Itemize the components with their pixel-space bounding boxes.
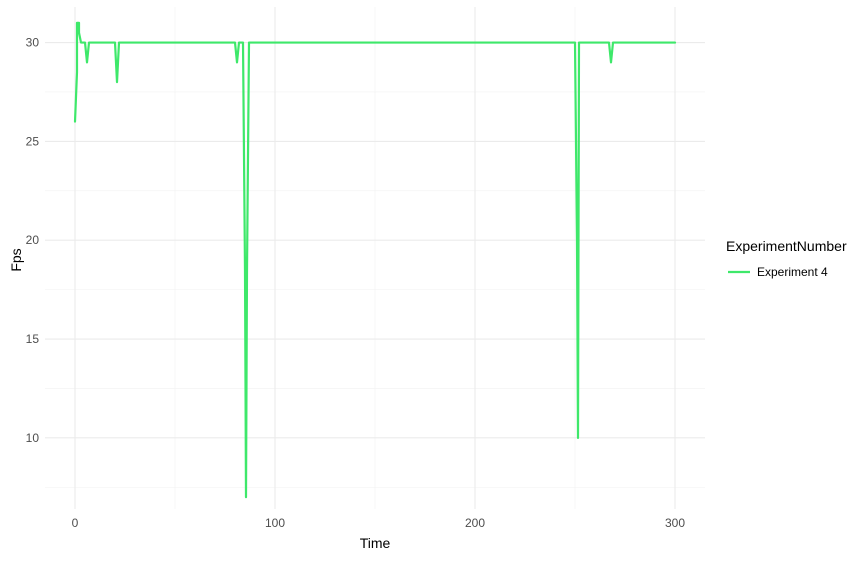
legend: ExperimentNumber Experiment 4 <box>726 238 847 279</box>
y-tick-label: 30 <box>26 36 40 50</box>
x-tick-label: 300 <box>665 516 685 530</box>
x-tick-label: 100 <box>265 516 285 530</box>
y-tick-label: 20 <box>26 233 40 247</box>
y-axis-tick-labels: 10 15 20 25 30 <box>26 36 40 445</box>
y-axis-title: Fps <box>8 248 24 271</box>
series-line-1 <box>73 21 677 499</box>
legend-title: ExperimentNumber <box>726 238 847 254</box>
x-axis-title: Time <box>360 535 391 551</box>
minor-gridlines <box>45 7 705 509</box>
x-tick-label: 0 <box>72 516 79 530</box>
y-tick-label: 15 <box>26 332 40 346</box>
legend-label: Experiment 4 <box>757 265 828 279</box>
y-tick-label: 10 <box>26 431 40 445</box>
x-axis-tick-labels: 0 100 200 300 <box>72 516 686 530</box>
legend-items: Experiment 4 <box>728 265 828 279</box>
series-lines <box>73 21 677 499</box>
y-tick-label: 25 <box>26 134 40 148</box>
x-tick-label: 200 <box>465 516 485 530</box>
